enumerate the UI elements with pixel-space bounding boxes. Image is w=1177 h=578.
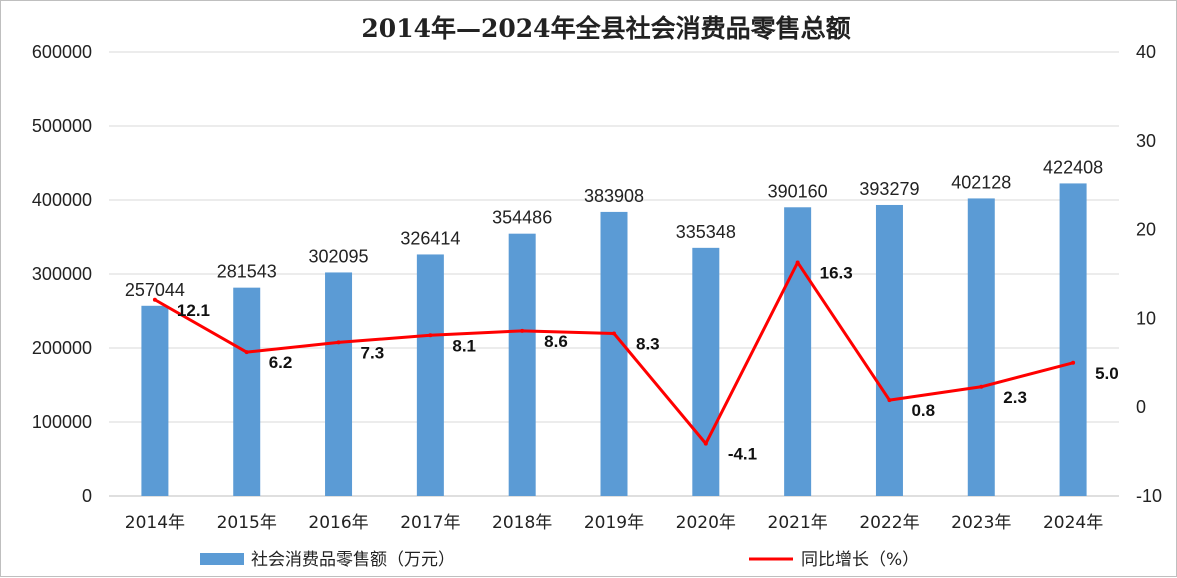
x-tick-label: 2016年: [308, 513, 368, 533]
growth-value-label: 0.8: [911, 401, 935, 420]
growth-point: [979, 384, 984, 389]
x-tick-label: 2019年: [584, 513, 644, 533]
growth-point: [1071, 360, 1076, 365]
bar-value-label: 354486: [492, 208, 552, 228]
growth-point: [795, 260, 800, 265]
growth-value-label: 8.3: [636, 334, 660, 353]
left-tick-label: 500000: [32, 116, 92, 136]
line-series: 12.1 6.2 7.3 8.1 8.6 8.3 -4.1 16.3 0.8 2.3 5.0: [152, 260, 1119, 464]
right-tick-label: 10: [1136, 308, 1156, 328]
x-tick-label: 2023年: [951, 513, 1011, 533]
growth-value-label: 2.3: [1003, 388, 1027, 407]
bar: [967, 198, 995, 496]
growth-point: [520, 328, 525, 333]
left-y-axis: 0 100000 200000 300000 400000 500000 600000: [32, 42, 92, 506]
growth-value-label: 5.0: [1095, 364, 1119, 383]
right-tick-label: 0: [1136, 397, 1146, 417]
bar: [875, 204, 903, 496]
growth-point: [703, 441, 708, 446]
left-tick-label: 0: [82, 486, 92, 506]
legend-line-label: 同比增长（%）: [801, 550, 919, 570]
growth-value-label: 12.1: [177, 301, 210, 320]
x-tick-label: 2017年: [400, 513, 460, 533]
growth-point: [336, 340, 341, 345]
bar-value-label: 402128: [951, 172, 1011, 192]
x-tick-label: 2018年: [492, 513, 552, 533]
bar-value-label: 383908: [584, 186, 644, 206]
growth-value-label: 16.3: [820, 263, 853, 282]
growth-value-label: 8.6: [544, 332, 568, 351]
x-tick-label: 2020年: [676, 513, 736, 533]
bar-value-label: 326414: [400, 228, 460, 248]
legend: 社会消费品零售额（万元） 同比增长（%）: [200, 550, 919, 570]
growth-value-label: 7.3: [361, 343, 385, 362]
growth-point: [244, 350, 249, 355]
bar-value-label: 335348: [676, 222, 736, 242]
bar: [508, 233, 536, 496]
x-axis: 2014年 2015年 2016年 2017年 2018年 2019年 2020年 2021年…: [125, 513, 1103, 533]
growth-point: [152, 297, 157, 302]
growth-point: [887, 398, 892, 403]
bar: [233, 287, 261, 496]
x-tick-label: 2022年: [859, 513, 919, 533]
bar-value-label: 393279: [859, 179, 919, 199]
growth-value-label: 6.2: [269, 353, 293, 372]
legend-bar-swatch: [200, 553, 244, 565]
right-tick-label: 40: [1136, 42, 1156, 62]
right-tick-label: 30: [1136, 131, 1156, 151]
right-y-axis: -10 0 10 20 30 40: [1136, 42, 1162, 506]
bar-value-label: 257044: [125, 280, 185, 300]
x-tick-label: 2024年: [1043, 513, 1103, 533]
bar: [1059, 183, 1087, 496]
bar-series: 257044 281543 302095 326414 354486 383908 3353…: [125, 157, 1103, 496]
bar: [600, 211, 628, 496]
growth-value-label: -4.1: [728, 445, 757, 464]
chart-title: 2014年—2024年全县社会消费品零售总额: [361, 14, 850, 43]
bar: [141, 305, 169, 496]
bar-value-label: 302095: [309, 246, 369, 266]
right-tick-label: 20: [1136, 220, 1156, 240]
bar: [325, 272, 353, 496]
legend-bar-label: 社会消费品零售额（万元）: [251, 550, 455, 570]
bar-value-label: 390160: [768, 181, 828, 201]
right-tick-label: -10: [1136, 486, 1162, 506]
bar: [784, 207, 812, 496]
growth-value-label: 8.1: [452, 336, 476, 355]
x-tick-label: 2015年: [217, 513, 277, 533]
bar-value-label: 422408: [1043, 157, 1103, 177]
bar: [416, 254, 444, 496]
x-tick-label: 2021年: [768, 513, 828, 533]
left-tick-label: 200000: [32, 338, 92, 358]
growth-point: [428, 333, 433, 338]
bar-value-label: 281543: [217, 262, 277, 282]
bar: [692, 247, 720, 496]
left-tick-label: 100000: [32, 412, 92, 432]
left-tick-label: 300000: [32, 264, 92, 284]
growth-point: [612, 331, 616, 336]
left-tick-label: 400000: [32, 190, 92, 210]
x-tick-label: 2014年: [125, 513, 185, 533]
left-tick-label: 600000: [32, 42, 92, 62]
